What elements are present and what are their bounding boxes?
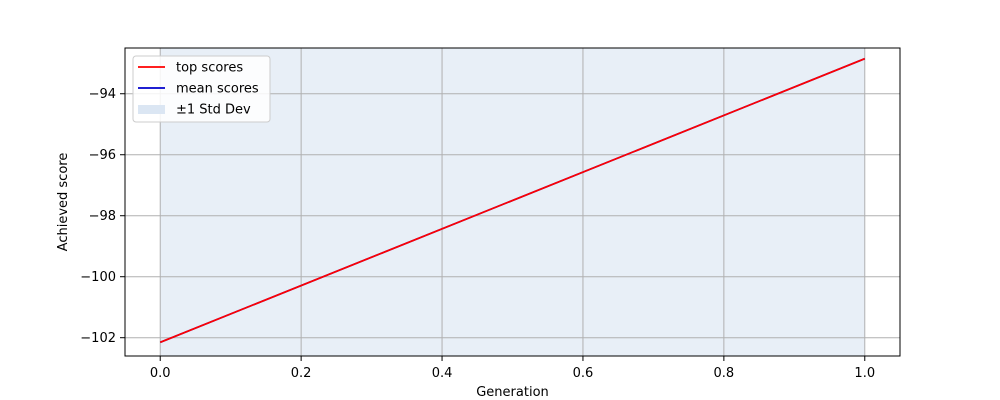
y-tick-label: −94 bbox=[89, 87, 116, 102]
x-tick-label: 0.4 bbox=[432, 366, 453, 381]
legend-label-top-scores: top scores bbox=[176, 61, 243, 76]
series-line-top-scores bbox=[159, 57, 866, 344]
x-tick-label: 0.2 bbox=[291, 366, 312, 381]
legend-label-std-dev: ±1 Std Dev bbox=[176, 103, 251, 118]
x-tick-label: 0.6 bbox=[573, 366, 594, 381]
x-axis-label: Generation bbox=[476, 385, 549, 400]
x-tick-label: 0.8 bbox=[714, 366, 735, 381]
x-axis-ticks: 0.0 0.2 0.4 0.6 0.8 1.0 bbox=[150, 356, 875, 381]
y-tick-label: −102 bbox=[80, 331, 116, 346]
x-tick-label: 0.0 bbox=[150, 366, 171, 381]
legend-box bbox=[132, 55, 271, 123]
legend-label-mean-scores: mean scores bbox=[176, 82, 259, 97]
x-tick-label: 1.0 bbox=[854, 366, 875, 381]
std-dev-band bbox=[160, 48, 865, 356]
plot-frame bbox=[124, 47, 901, 357]
grid-layer bbox=[125, 48, 900, 356]
series-layer bbox=[159, 57, 866, 344]
legend-swatch-std-dev bbox=[138, 105, 165, 114]
y-axis-ticks: −102 −100 −98 −96 −94 bbox=[80, 87, 125, 346]
legend: top scores mean scores ±1 Std Dev bbox=[132, 55, 271, 123]
band-layer bbox=[160, 48, 865, 356]
y-tick-label: −100 bbox=[80, 270, 116, 285]
y-tick-label: −96 bbox=[89, 148, 116, 163]
y-axis-label: Achieved score bbox=[56, 153, 71, 252]
y-tick-label: −98 bbox=[89, 209, 116, 224]
